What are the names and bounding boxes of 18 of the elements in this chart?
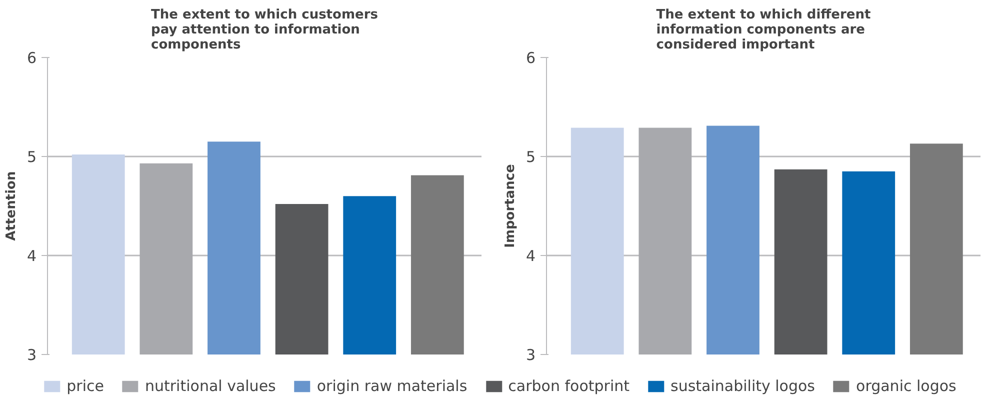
legend-label: carbon footprint (508, 377, 630, 395)
y-axis-title: Attention (4, 171, 19, 241)
y-tick-label: 3 (26, 346, 37, 364)
chart-title: The extent to which different information components are considered important (656, 8, 871, 52)
y-tick-label: 5 (526, 148, 536, 166)
y-tick-label: 6 (26, 49, 37, 67)
y-tick-label: 4 (26, 247, 37, 265)
legend-label: organic logos (856, 377, 956, 395)
legend-label: price (66, 377, 104, 395)
y-tick-label: 4 (526, 247, 536, 265)
y-tick-label: 6 (526, 49, 536, 67)
legend-label: origin raw materials (316, 377, 468, 395)
legend-label: sustainability logos (670, 377, 816, 395)
legend-label: nutritional values (144, 377, 276, 395)
y-axis-title: Importance (502, 164, 518, 248)
y-tick-label: 3 (526, 346, 536, 364)
y-tick-label: 5 (26, 148, 37, 166)
chart-title: The extent to which customers pay attention to information components (151, 8, 378, 52)
